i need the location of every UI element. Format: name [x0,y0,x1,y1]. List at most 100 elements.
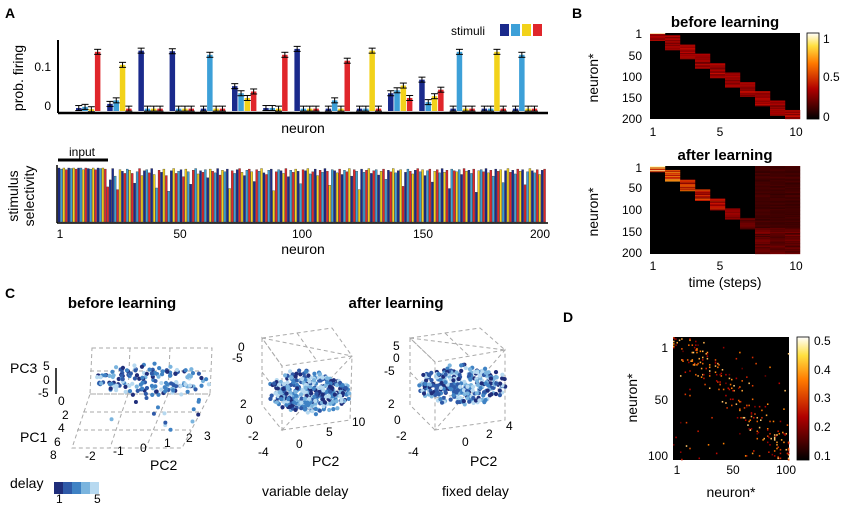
heatmap-cell [755,95,771,96]
a-bottom-bar [228,188,231,223]
heatmap-cell [785,240,801,241]
a-bottom-bar [270,168,273,223]
c-plot-variable-delay: 0 -5 2 0 -2 -4 0 5 10 PC2 variable delay [232,327,366,499]
heatmap-cell [770,175,786,176]
d-heatmap-cell [783,441,785,444]
c2-point [274,400,279,405]
d-heatmap-cell [778,457,781,460]
d-heatmap-cell [707,444,710,446]
a-bottom-bar [406,168,410,223]
d-heatmap-cell [703,373,705,376]
c1-ztick--5: -5 [38,386,49,400]
heatmap-cell [725,80,741,81]
heatmap-cell [665,45,681,47]
d-heatmap-cell [785,448,788,451]
heatmap-cell [755,99,771,101]
heatmap-cell [785,194,801,195]
heatmap-cell [650,33,666,35]
heatmap-cell [710,76,726,78]
c3-point [461,388,467,393]
heatmap-cell [680,181,696,183]
heatmap-cell [785,224,801,226]
heatmap-cell [770,224,786,226]
heatmap-cell [680,183,696,184]
a-bottom-bar [479,169,483,223]
heatmap-cell [770,215,786,216]
c1-point [120,377,125,382]
c3-ytick--4: -4 [408,445,419,459]
a-bottom-xtick-150: 150 [413,227,433,241]
d-heatmap-cell [691,351,694,354]
d-heatmap-cell [737,399,740,402]
heatmap-cell [785,218,801,219]
heatmap-cell [770,198,786,200]
heatmap-cell [770,225,786,226]
heatmap-cell [785,237,801,238]
heatmap-cell [650,37,666,38]
heatmap-cell [770,206,786,207]
c1-point [165,369,170,374]
heatmap-cell [755,98,771,99]
heatmap-cell [785,179,801,181]
d-heatmap-cell [681,359,683,361]
c3-point [473,398,479,403]
heatmap-cell [770,109,786,110]
a-bottom-bar [509,172,512,223]
heatmap-cell [695,190,711,192]
b-bottom-ytick-100: 100 [622,203,642,217]
heatmap-cell [785,222,801,223]
a-top-bar [207,54,213,111]
c2-points [268,368,352,417]
d-heatmap-cell [722,346,725,349]
heatmap-cell [770,206,786,208]
heatmap-cell [695,62,711,64]
heatmap-cell [725,81,741,83]
heatmap-cell [725,218,741,219]
c1-point [128,371,133,376]
heatmap-cell [725,87,741,88]
heatmap-cell [695,193,711,195]
a-bottom-bar [336,172,339,223]
heatmap-cell [785,223,801,225]
d-heatmap-cell [689,370,691,372]
c1-point [137,376,142,381]
c1-point [173,371,178,376]
heatmap-cell [770,170,786,172]
d-heatmap-cell [756,432,759,435]
heatmap-cell [665,43,681,45]
c3-point [489,392,494,397]
d-heatmap-cell [675,344,677,346]
heatmap-cell [785,248,801,249]
heatmap-cell [740,219,756,221]
c2-point [313,412,319,417]
heatmap-cell [725,84,741,86]
d-heatmap-cell [773,434,776,436]
d-heatmap-cell [758,405,761,408]
c1-point [178,383,183,389]
heatmap-cell [755,192,771,193]
heatmap-cell [770,195,786,197]
c3-point [477,398,482,403]
heatmap-cell [755,95,771,97]
heatmap-cell [785,166,801,167]
heatmap-cell [755,252,771,253]
c2-point [271,381,277,386]
heatmap-cell [770,210,786,212]
heatmap-cell [785,228,801,230]
heatmap-cell [710,206,726,207]
heatmap-cell [725,213,741,214]
c3-point [421,391,427,396]
c2-point [293,389,298,394]
heatmap-cell [755,91,771,93]
heatmap-cell [755,229,771,231]
a-bottom-bar [196,173,200,223]
heatmap-cell [710,199,726,201]
delay-legend-swatch [81,482,90,494]
heatmap-cell [785,187,801,189]
c1-point [102,373,108,378]
a-bottom-bar [533,172,536,223]
d-heatmap-cell [718,364,720,366]
heatmap-cell [725,73,741,74]
d-heatmap-cell [719,373,721,376]
c2-point [327,384,333,389]
